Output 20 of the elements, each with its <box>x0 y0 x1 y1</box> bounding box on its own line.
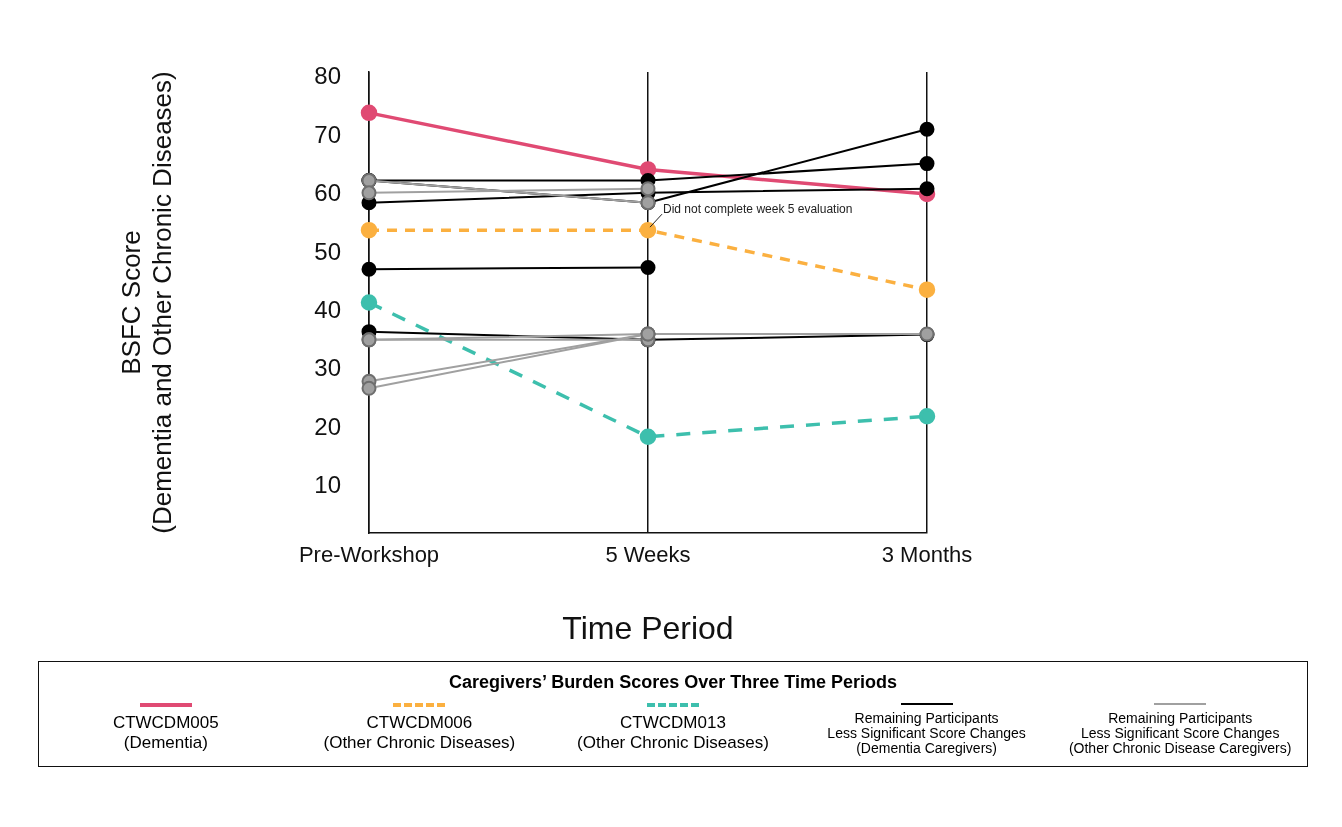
y-tick-label: 50 <box>314 237 341 265</box>
y-tick-label: 80 <box>314 62 341 90</box>
annotation: Did not complete week 5 evaluation <box>663 202 853 217</box>
x-tick-label: 5 Weeks <box>605 542 691 568</box>
legend-label: Remaining Participants Less Significant Score Changes (Dementia Caregivers) <box>826 710 1027 756</box>
y-axis-title: BSFC Score (Dementia and Other Chronic Diseases) <box>115 71 177 534</box>
y-tick-label: 60 <box>314 179 341 207</box>
y-tick-label: 20 <box>314 412 341 440</box>
x-axis-title: Time Period <box>562 609 734 646</box>
legend-label: CTWCDM005 (Dementia) <box>111 713 220 753</box>
legend-label: CTWCDM006 (Other Chronic Diseases) <box>322 713 517 753</box>
y-tick-label: 70 <box>314 120 341 148</box>
legend-label: CTWCDM013 (Other Chronic Diseases) <box>576 713 770 753</box>
x-tick-label: 3 Months <box>881 542 973 568</box>
y-tick-label: 40 <box>314 295 341 323</box>
x-tick-label: Pre-Workshop <box>298 542 440 568</box>
legend-label: Remaining Participants Less Significant Score Changes (Other Chronic Disease Caregivers) <box>1067 710 1293 756</box>
y-tick-label: 30 <box>314 354 341 382</box>
legend-title: Caregivers’ Burden Scores Over Three Time Periods <box>448 672 898 693</box>
y-tick-label: 10 <box>314 470 341 498</box>
